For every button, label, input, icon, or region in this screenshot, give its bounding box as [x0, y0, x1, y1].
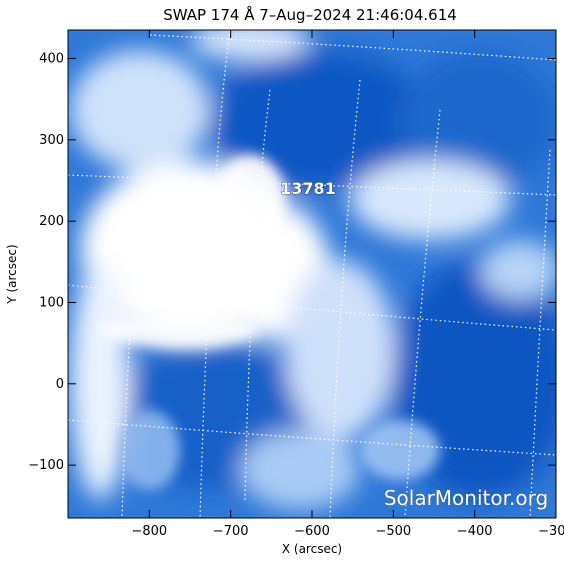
x-tick-label: −600	[294, 524, 330, 539]
y-tick-label: 300	[39, 133, 64, 148]
grid-lines	[68, 30, 556, 518]
x-tick-label: −400	[457, 524, 493, 539]
x-tick-label: −800	[131, 524, 167, 539]
y-axis-label: Y (arcsec)	[5, 244, 19, 304]
y-tick-label: 200	[39, 214, 64, 229]
x-tick-label: −500	[375, 524, 411, 539]
solar-image	[68, 30, 556, 518]
y-tick-label: 0	[56, 377, 64, 392]
x-axis-label: X (arcsec)	[282, 542, 342, 556]
x-tick-label: −700	[213, 524, 249, 539]
y-tick-label: 400	[39, 51, 64, 66]
image-title: SWAP 174 Å 7–Aug–2024 21:46:04.614	[163, 5, 457, 24]
active-region-label: 13781	[280, 179, 336, 198]
y-tick-label: −100	[28, 458, 64, 473]
y-axis: −100 0 100 200 300 400	[28, 51, 556, 473]
watermark-text: SolarMonitor.org	[384, 486, 548, 510]
y-tick-label: 100	[39, 295, 64, 310]
x-tick-label: −300	[538, 524, 564, 539]
x-axis: −800 −700 −600 −500 −400 −300	[131, 30, 564, 539]
